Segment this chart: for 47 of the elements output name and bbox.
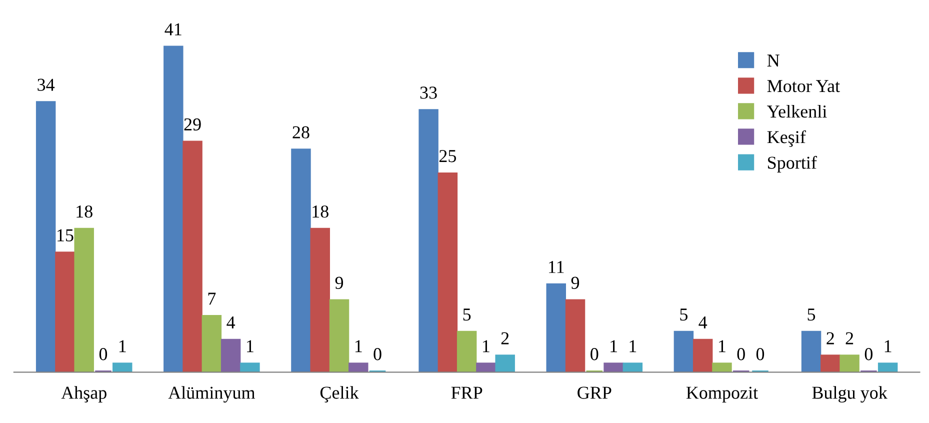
x-tick-label: Ahşap — [61, 386, 106, 403]
data-label: 25 — [439, 150, 456, 162]
data-label: 18 — [312, 205, 328, 218]
data-label: 18 — [76, 205, 92, 218]
data-label: 33 — [420, 86, 437, 99]
legend-label: Sportif — [768, 156, 817, 172]
data-label: 0 — [99, 348, 108, 360]
data-label: 34 — [38, 78, 55, 91]
legend-label: Motor Yat — [767, 80, 840, 92]
data-label: 0 — [590, 348, 598, 360]
x-tick-label: FRP — [451, 386, 482, 399]
data-label: 7 — [208, 292, 216, 305]
data-label: 0 — [737, 348, 745, 360]
data-label: 1 — [610, 340, 617, 352]
data-label: 0 — [374, 348, 382, 360]
data-label: 0 — [756, 348, 764, 360]
data-label: 1 — [884, 340, 892, 352]
legend-label: N — [767, 54, 780, 66]
data-label: 28 — [292, 126, 310, 138]
data-label: 1 — [119, 340, 126, 352]
x-tick-label: Çelik — [320, 386, 359, 403]
data-label: 11 — [549, 261, 564, 273]
data-label: 1 — [630, 340, 636, 352]
data-label: 0 — [864, 348, 873, 360]
data-label: 1 — [355, 340, 362, 352]
x-tick-label: Kompozit — [686, 386, 758, 403]
data-label: 41 — [164, 23, 182, 36]
legend-label: Yelkenli — [767, 104, 827, 118]
data-label: 4 — [698, 316, 708, 328]
data-label: 5 — [808, 308, 816, 321]
data-label: 9 — [571, 276, 580, 289]
data-label: 2 — [501, 332, 509, 344]
x-tick-label: Bulgu yok — [812, 386, 888, 403]
data-label: 2 — [846, 332, 854, 344]
data-label: 5 — [463, 308, 471, 321]
data-label: 1 — [483, 340, 490, 352]
data-label: 1 — [247, 340, 254, 352]
legend-label: Keşif — [767, 130, 806, 147]
data-label: 15 — [58, 229, 74, 242]
data-label: 5 — [680, 308, 688, 321]
data-label: 4 — [226, 316, 236, 328]
data-label: 1 — [719, 340, 726, 352]
x-tick-label: GRP — [578, 386, 612, 399]
data-label: 29 — [184, 118, 201, 130]
x-tick-label: Alüminyum — [168, 386, 256, 403]
data-label: 9 — [335, 276, 344, 289]
data-label: 2 — [826, 332, 834, 344]
